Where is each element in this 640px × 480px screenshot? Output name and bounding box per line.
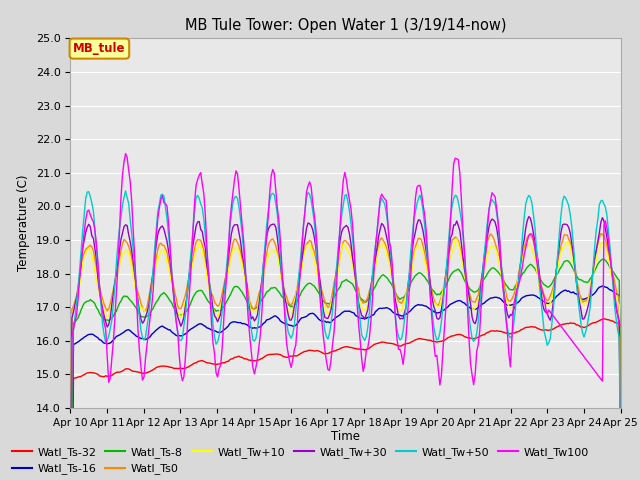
Text: MB_tule: MB_tule — [73, 42, 125, 55]
Legend: Watl_Ts-32, Watl_Ts-16, Watl_Ts-8, Watl_Ts0, Watl_Tw+10, Watl_Tw+30, Watl_Tw+50,: Watl_Ts-32, Watl_Ts-16, Watl_Ts-8, Watl_… — [12, 447, 589, 474]
X-axis label: Time: Time — [331, 431, 360, 444]
Y-axis label: Temperature (C): Temperature (C) — [17, 175, 30, 272]
Title: MB Tule Tower: Open Water 1 (3/19/14-now): MB Tule Tower: Open Water 1 (3/19/14-now… — [185, 18, 506, 33]
